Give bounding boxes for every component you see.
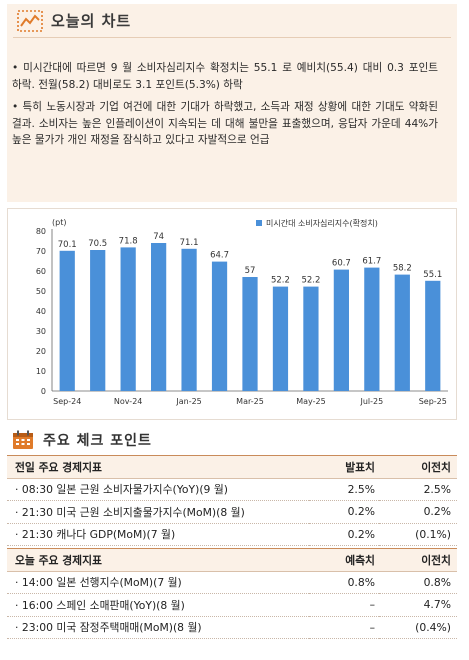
indicator-name: · 14:00 일본 선행지수(MoM)(7 월) — [7, 571, 309, 594]
bar-Jun-25 — [333, 269, 349, 391]
value-label: 58.2 — [393, 264, 412, 274]
value-label: 55.1 — [423, 270, 442, 280]
header-forecast: 예측치 — [309, 548, 379, 572]
x-tick-label: Sep-24 — [53, 397, 81, 406]
bar-Oct-24 — [90, 250, 106, 391]
x-tick-label: Jul-25 — [359, 397, 383, 406]
header-indicator: 전일 주요 경제지표 — [7, 455, 309, 479]
line-chart-icon — [17, 9, 43, 32]
indicator-actual: 0.2% — [309, 500, 379, 524]
indicator-name: · 21:30 미국 근원 소비지출물가지수(MoM)(8 월) — [7, 500, 309, 524]
y-tick-label: 30 — [36, 327, 46, 336]
value-label: 71.8 — [119, 236, 138, 246]
indicator-previous: (0.4%) — [379, 616, 457, 639]
sentiment-chart: (pt) 미시간대 소비자심리지수(확정치) 0 10 20 30 40 50 60 70 80… — [7, 208, 457, 420]
indicator-previous: 0.8% — [379, 571, 457, 594]
value-label: 61.7 — [362, 257, 381, 267]
today-indicators-table: 오늘 주요 경제지표 예측치 이전치 · 14:00 일본 선행지수(MoM)(… — [7, 548, 457, 639]
table-row: · 08:30 일본 근원 소비자물가지수(YoY)(9 월) 2.5% 2.5… — [7, 478, 457, 501]
indicator-forecast: – — [309, 616, 379, 639]
bar-Mar-25 — [242, 277, 258, 391]
todays-chart-header: 오늘의 차트 — [13, 4, 451, 38]
table-header: 오늘 주요 경제지표 예측치 이전치 — [7, 548, 457, 572]
bar-Apr-25 — [272, 286, 289, 391]
table-row: · 21:30 미국 근원 소비지출물가지수(MoM)(8 월) 0.2% 0.… — [7, 500, 457, 524]
header-previous: 이전치 — [379, 455, 457, 479]
header-indicator: 오늘 주요 경제지표 — [7, 548, 309, 572]
table-row: · 23:00 미국 잠정주택매매(MoM)(8 월) – (0.4%) — [7, 616, 457, 639]
bar-Sep-25 — [425, 280, 441, 391]
indicator-previous: 0.2% — [379, 500, 457, 524]
x-tick-label: Nov-24 — [114, 397, 142, 406]
bar-Feb-25 — [211, 261, 228, 391]
summary-bullet-1: • 미시간대에 따르면 9 월 소비자심리지수 확정치는 55.1 로 예비치(… — [12, 62, 438, 91]
indicator-actual: 0.2% — [309, 523, 379, 546]
y-tick-label: 50 — [36, 287, 46, 296]
bar-May-25 — [303, 286, 319, 391]
table-row: · 16:00 스페인 소매판매(YoY)(8 월) – 4.7% — [7, 593, 457, 617]
value-label: 70.5 — [88, 239, 107, 249]
legend-swatch — [256, 220, 262, 226]
todays-chart-panel: 오늘의 차트 — [7, 4, 457, 202]
indicator-name: · 23:00 미국 잠정주택매매(MoM)(8 월) — [7, 616, 309, 639]
value-label: 57 — [245, 266, 256, 276]
x-tick-label: Mar-25 — [236, 397, 264, 406]
check-points-title: 주요 체크 포인트 — [43, 433, 152, 449]
indicator-name: · 16:00 스페인 소매판매(YoY)(8 월) — [7, 593, 309, 617]
header-previous: 이전치 — [379, 548, 457, 572]
value-label: 74 — [153, 232, 164, 242]
value-label: 64.7 — [210, 251, 229, 261]
summary-bullet-2: • 특히 노동시장과 기업 여건에 대한 기대가 하락했고, 소득과 재정 상황… — [12, 101, 438, 147]
header-actual: 발표치 — [309, 455, 379, 479]
bar-Nov-24 — [120, 247, 136, 391]
bar-Jul-25 — [364, 267, 380, 391]
check-points-header: 주요 체크 포인트 — [12, 430, 152, 450]
todays-chart-title: 오늘의 차트 — [51, 12, 132, 30]
x-tick-label: Sep-25 — [419, 397, 447, 406]
y-tick-label: 20 — [36, 347, 46, 356]
bar-Dec-24 — [151, 243, 167, 391]
bar-Aug-25 — [394, 274, 410, 391]
indicator-forecast: – — [309, 593, 379, 617]
prev-day-indicators-table: 전일 주요 경제지표 발표치 이전치 · 08:30 일본 근원 소비자물가지수… — [7, 455, 457, 546]
chart-summary: • 미시간대에 따르면 9 월 소비자심리지수 확정치는 55.1 로 예비치(… — [12, 60, 438, 155]
indicator-previous: (0.1%) — [379, 523, 457, 546]
indicator-name: · 21:30 캐나다 GDP(MoM)(7 월) — [7, 523, 309, 546]
value-label: 60.7 — [332, 259, 351, 269]
table-row: · 14:00 일본 선행지수(MoM)(7 월) 0.8% 0.8% — [7, 571, 457, 594]
table-header: 전일 주요 경제지표 발표치 이전치 — [7, 455, 457, 479]
y-tick-label: 70 — [36, 247, 46, 256]
legend: 미시간대 소비자심리지수(확정치) — [256, 218, 378, 228]
y-tick-label: 10 — [36, 367, 46, 376]
bar-chart-svg: (pt) 미시간대 소비자심리지수(확정치) 0 10 20 30 40 50 60 70 80… — [36, 218, 448, 406]
y-tick-label: 40 — [36, 307, 46, 316]
calendar-icon — [13, 430, 33, 449]
indicator-previous: 2.5% — [379, 478, 457, 501]
table-row: · 21:30 캐나다 GDP(MoM)(7 월) 0.2% (0.1%) — [7, 523, 457, 546]
value-label: 70.1 — [58, 240, 77, 250]
value-label: 52.2 — [301, 276, 320, 286]
indicator-actual: 2.5% — [309, 478, 379, 501]
indicator-forecast: 0.8% — [309, 571, 379, 594]
bar-Sep-24 — [59, 250, 75, 391]
y-tick-label: 80 — [36, 227, 46, 236]
indicator-previous: 4.7% — [379, 593, 457, 617]
y-tick-label: 60 — [36, 267, 46, 276]
x-tick-label: May-25 — [296, 397, 325, 406]
legend-label: 미시간대 소비자심리지수(확정치) — [266, 218, 378, 228]
x-tick-label: Jan-25 — [175, 397, 201, 406]
value-label: 71.1 — [180, 238, 199, 248]
indicator-name: · 08:30 일본 근원 소비자물가지수(YoY)(9 월) — [7, 478, 309, 501]
bar-Jan-25 — [181, 248, 197, 391]
y-axis-unit-label: (pt) — [52, 218, 66, 227]
value-label: 52.2 — [271, 276, 290, 286]
y-tick-label: 0 — [41, 387, 46, 396]
